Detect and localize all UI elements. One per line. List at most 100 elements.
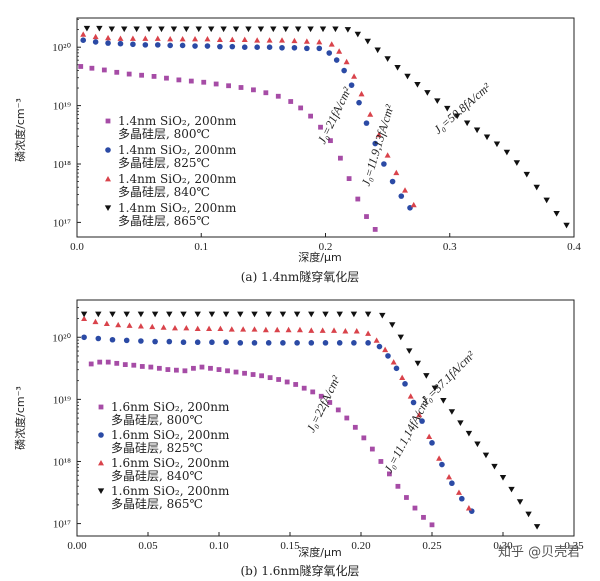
data-point	[89, 65, 95, 71]
data-point	[308, 327, 315, 333]
x-tick-label: 0.3	[443, 241, 457, 253]
data-point	[80, 311, 88, 318]
data-point	[176, 77, 182, 83]
data-point	[318, 393, 324, 399]
data-point	[385, 353, 391, 359]
data-point	[204, 43, 211, 49]
caption-b: (b) 1.6nm隧穿氧化层	[240, 563, 359, 578]
data-point	[217, 325, 224, 331]
data-point	[251, 311, 258, 318]
legend-label-line1: 1.6nm SiO₂, 200nm	[111, 484, 230, 498]
x-tick-label: 0.30	[493, 540, 513, 552]
data-point	[304, 45, 310, 52]
data-point	[194, 311, 201, 318]
data-point	[241, 44, 248, 50]
data-point	[328, 41, 335, 47]
data-point	[191, 365, 196, 371]
data-point	[523, 171, 530, 178]
y-tick-label: 10¹⁷	[53, 519, 71, 531]
data-point	[266, 44, 273, 50]
legend-marker	[105, 118, 111, 124]
legend-label-line2: 多晶硅层, 840℃	[111, 469, 203, 483]
data-point	[216, 36, 223, 43]
legend-label-line1: 1.4nm SiO₂, 200nm	[118, 172, 237, 186]
data-point	[543, 197, 550, 204]
data-point	[170, 26, 178, 33]
legend-marker	[98, 404, 104, 410]
chart-panel-a: (a) 1.4nm隧穿氧化层 深度/μm 磷浓度/cm⁻³ 0.0 0.1 0.2 0…	[13, 17, 581, 284]
y-tick-label: 10¹⁸	[53, 159, 71, 171]
data-point	[80, 37, 87, 43]
data-point	[154, 42, 161, 48]
data-point	[179, 42, 186, 49]
data-point	[308, 311, 315, 318]
data-point	[139, 72, 145, 78]
data-point	[336, 48, 343, 54]
data-point	[335, 407, 341, 413]
data-point	[92, 33, 99, 40]
data-point	[434, 98, 441, 104]
data-point	[361, 435, 367, 441]
legend-marker	[98, 460, 104, 466]
x-tick-label: 0.10	[209, 540, 229, 552]
data-point	[266, 37, 273, 43]
data-point	[88, 361, 94, 367]
data-point	[233, 369, 239, 375]
data-point	[376, 343, 383, 350]
data-point	[201, 79, 207, 85]
data-point	[257, 26, 265, 33]
legend-label-line2: 多晶硅层, 800℃	[111, 413, 203, 427]
data-point	[213, 81, 219, 87]
data-point	[288, 99, 294, 104]
data-point	[148, 364, 154, 370]
data-point	[237, 340, 244, 346]
series-triangle-up	[80, 31, 417, 208]
data-point	[242, 370, 247, 376]
data-point	[167, 36, 174, 42]
data-point	[440, 398, 447, 404]
data-point	[291, 37, 298, 44]
data-point	[117, 40, 124, 47]
data-point	[232, 26, 240, 33]
data-point	[154, 35, 161, 41]
data-point	[142, 35, 149, 41]
data-point	[229, 43, 236, 50]
data-point	[482, 452, 490, 459]
data-point	[245, 26, 252, 33]
data-point	[407, 393, 414, 399]
data-point	[274, 326, 281, 333]
data-point	[491, 463, 498, 470]
data-point	[465, 430, 473, 437]
legend-marker	[105, 147, 111, 153]
data-point	[284, 379, 290, 385]
data-point	[199, 364, 205, 370]
data-point	[459, 495, 465, 502]
legend-label-line1: 1.6nm SiO₂, 200nm	[111, 400, 230, 414]
data-point	[374, 47, 381, 54]
data-point	[222, 311, 230, 318]
data-point	[105, 34, 112, 41]
data-point	[164, 75, 169, 81]
data-point	[412, 505, 418, 511]
data-point	[171, 324, 178, 331]
data-point	[421, 514, 426, 520]
data-point	[95, 311, 102, 318]
legend-label-line2: 多晶硅层, 840℃	[118, 185, 210, 199]
y-axis-label-b: 磷浓度/cm⁻³	[13, 386, 27, 450]
x-axis-label-b: 深度/μm	[298, 545, 341, 559]
data-point	[365, 330, 372, 336]
data-point	[123, 337, 130, 344]
data-point	[533, 524, 541, 530]
data-point	[228, 326, 235, 332]
data-point	[395, 483, 401, 489]
data-point	[341, 67, 347, 74]
data-point	[225, 368, 230, 374]
data-point	[217, 43, 223, 50]
data-point	[416, 411, 423, 418]
data-point	[254, 44, 260, 50]
data-point	[318, 124, 323, 130]
data-point	[130, 41, 136, 48]
data-point	[195, 26, 202, 33]
data-point	[263, 90, 269, 96]
